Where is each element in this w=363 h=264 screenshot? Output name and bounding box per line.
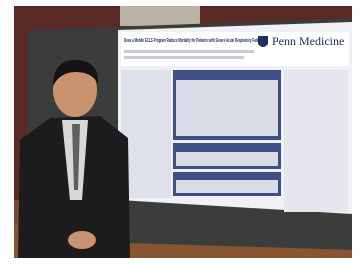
table-body bbox=[176, 80, 278, 136]
table-two-body bbox=[176, 152, 278, 166]
hands bbox=[68, 231, 96, 249]
poster-logo: Penn Medicine bbox=[272, 34, 344, 48]
scene: Does a Mobile ECLS Program Reduce Mortal… bbox=[14, 6, 356, 258]
table-three-body bbox=[176, 180, 278, 193]
photo: Does a Mobile ECLS Program Reduce Mortal… bbox=[0, 0, 363, 264]
light-panel bbox=[120, 6, 200, 26]
poster-title: Does a Mobile ECLS Program Reduce Mortal… bbox=[124, 38, 264, 44]
column-right bbox=[284, 70, 348, 212]
authors bbox=[124, 56, 244, 59]
authors bbox=[124, 50, 254, 53]
logo-shield bbox=[258, 36, 268, 47]
